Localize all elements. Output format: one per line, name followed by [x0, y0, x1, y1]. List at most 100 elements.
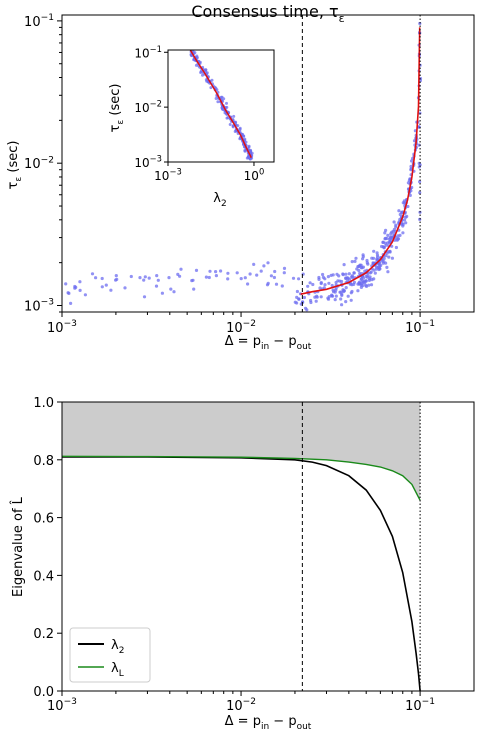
top-point [142, 278, 146, 282]
lambdaL-line [61, 455, 421, 501]
top-point [143, 275, 147, 279]
top-x-tick-label: 10−3 [47, 319, 77, 336]
top-point [297, 297, 301, 301]
top-point [397, 209, 401, 213]
top-point [282, 266, 287, 270]
top-point [323, 277, 327, 281]
top-point [390, 256, 394, 260]
top-y-tick-label: 10−3 [24, 298, 54, 315]
top-point [123, 286, 127, 290]
bottom-x-tick-label: 10−2 [226, 697, 256, 714]
top-point [364, 279, 368, 283]
top-point [169, 287, 173, 291]
inset-y-tick-label: 10−3 [134, 154, 162, 170]
top-point [409, 164, 413, 169]
top-point [370, 256, 374, 260]
bottom-x-axis-label: Δ = pin − pout [225, 714, 312, 730]
top-point [344, 272, 348, 276]
inset-point [238, 126, 242, 130]
top-point [378, 267, 382, 271]
inset-point [234, 120, 238, 124]
top-point [297, 277, 301, 281]
bottom-chart: 10−3 10−2 10−1 0.0 0.2 0.4 0.6 0.8 1.0 Δ = pin … [11, 396, 475, 730]
top-point [321, 272, 325, 277]
top-point [265, 283, 270, 287]
top-point [361, 257, 365, 261]
top-point [345, 276, 349, 280]
top-point [333, 298, 337, 302]
legend-label-lambda2: λ2 [111, 638, 124, 656]
inset-point [216, 100, 220, 104]
top-point [219, 269, 223, 273]
top-point [326, 275, 330, 279]
top-point [160, 291, 164, 295]
top-point [347, 277, 352, 281]
top-point [406, 204, 410, 209]
top-point [179, 267, 183, 271]
top-x-ticks: 10−3 10−2 10−1 [47, 312, 435, 336]
top-point [246, 282, 250, 286]
inset-x-axis-label: λ2 [213, 191, 226, 209]
inset-x-ticks: 10−3 100 [154, 162, 264, 183]
top-point [358, 263, 362, 267]
bottom-y-tick-label: 1.0 [33, 396, 54, 411]
top-point [319, 295, 323, 299]
top-point [366, 273, 370, 277]
top-point [274, 282, 279, 286]
top-point [386, 241, 390, 245]
top-point [78, 280, 82, 284]
inset-y-axis-label: τε (sec) [108, 84, 126, 133]
inset-point [214, 97, 218, 100]
top-point [109, 288, 113, 292]
inset-point [243, 149, 247, 153]
top-x-tick-label: 10−1 [405, 319, 435, 336]
top-point [388, 250, 392, 254]
top-point [259, 269, 263, 273]
top-point [386, 233, 390, 237]
top-point [403, 218, 407, 222]
top-point [204, 275, 208, 279]
top-chart: 10−3 10−2 10−1 10−3 10−2 10−1 Consensus time… [6, 2, 475, 352]
top-point [314, 299, 318, 303]
top-point [385, 251, 389, 255]
top-point [381, 240, 385, 244]
top-point [226, 271, 230, 275]
top-scatter-points [64, 21, 423, 312]
inset-point [219, 95, 223, 99]
inset-point [225, 105, 229, 109]
top-point [401, 231, 405, 235]
top-point [354, 256, 358, 260]
top-point [235, 271, 239, 275]
top-point [73, 286, 77, 290]
top-point [346, 294, 350, 298]
top-point [78, 288, 82, 292]
top-point [338, 290, 342, 294]
inset-point [240, 132, 244, 136]
top-point [408, 193, 412, 197]
top-point [375, 257, 379, 261]
top-point [308, 281, 312, 285]
inset-point [228, 123, 232, 126]
top-point [83, 293, 87, 297]
top-point [243, 276, 247, 280]
top-point [207, 275, 211, 280]
top-y-tick-label: 10−2 [24, 155, 54, 172]
top-point [405, 214, 409, 218]
top-x-axis-label: Δ = pin − pout [225, 334, 312, 352]
top-point [359, 277, 363, 281]
inset-x-tick-label: 10−3 [154, 167, 182, 183]
top-point [329, 273, 333, 277]
top-point [248, 272, 252, 276]
top-point [341, 272, 345, 276]
top-point [156, 278, 160, 282]
top-point [214, 274, 218, 278]
top-point [372, 268, 376, 272]
top-point [262, 264, 266, 268]
top-point [167, 276, 171, 280]
top-point [226, 277, 230, 281]
top-point [239, 277, 243, 281]
top-point [282, 271, 286, 275]
top-point [350, 289, 354, 294]
top-point [330, 293, 334, 297]
top-point [356, 289, 360, 293]
